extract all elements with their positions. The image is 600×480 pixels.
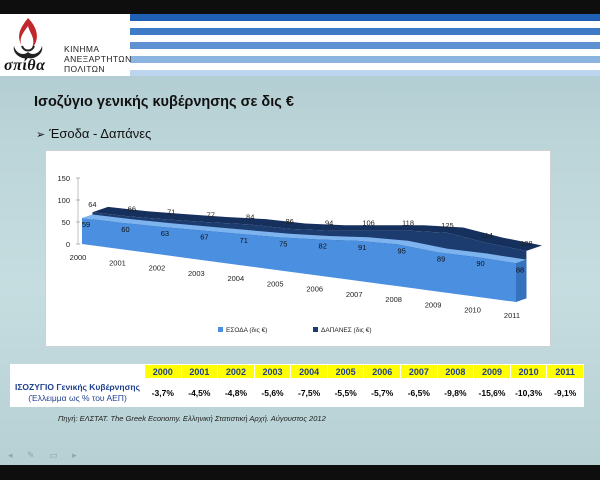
x-tick-label: 2010	[464, 306, 481, 315]
table-cell-value: -7,5%	[290, 378, 328, 407]
logo-subtitle-line: ΚΙΝΗΜΑ	[64, 44, 100, 54]
table-cell-value: -6,5%	[400, 378, 438, 407]
data-label-dapanes: 114	[481, 231, 493, 240]
table-row-label: ΙΣΟΖΥΓΙΟ Γενικής Κυβέρνησης (Έλλειμμα ως…	[10, 378, 145, 407]
table-header-year: 2001	[180, 364, 219, 379]
top-bar	[0, 0, 600, 14]
x-tick-label: 2001	[109, 258, 126, 267]
data-label-dapanes: 77	[207, 210, 215, 219]
x-tick-label: 2004	[227, 274, 244, 283]
source-note: Πηγή: ΕΛΣΤΑΤ. The Greek Economy. Ελληνικ…	[58, 414, 326, 423]
y-tick-label: 0	[66, 240, 70, 249]
table-header-row: 2000 2001 2002 2003 2004 2005 2006 2007 2008 2009…	[10, 364, 584, 379]
table-cell-value: -10,3%	[509, 378, 548, 407]
chart-container: 150 100 50 0 64 66 71 77 84 86 94 106 118 125 114 108 59…	[45, 150, 551, 347]
data-label-esoda: 89	[437, 254, 445, 263]
table-header-year: 2000	[144, 364, 182, 379]
logo-subtitle-line: ΑΝΕΞΑΡΤΗΤΩΝ	[64, 54, 132, 64]
logo-subtitle: ΚΙΝΗΜΑ ΑΝΕΞΑΡΤΗΤΩΝ ΠΟΛΙΤΩΝ	[64, 44, 132, 74]
data-label-dapanes: 84	[246, 213, 254, 222]
table-cell-value: -4,5%	[180, 378, 219, 407]
table-cell-value: -5,7%	[363, 378, 402, 407]
bullet-item: ➢ Έσοδα - Δαπάνες	[36, 126, 151, 141]
y-tick-label: 150	[57, 174, 70, 183]
data-label-esoda: 71	[240, 236, 248, 245]
slide-title: Ισοζύγιο γενικής κυβέρνησης σε δις €	[34, 94, 294, 110]
table-cell-value: -5,6%	[253, 378, 292, 407]
data-label-dapanes: 118	[402, 219, 414, 228]
data-label-esoda: 60	[121, 225, 129, 234]
series-side-face-esoda	[516, 259, 527, 302]
data-label-esoda: 88	[516, 265, 524, 274]
x-tick-label: 2011	[504, 311, 520, 320]
data-label-dapanes: 71	[167, 208, 175, 217]
table-cell-value: -9,1%	[546, 378, 584, 407]
table-header-year: 2011	[546, 364, 584, 379]
data-label-esoda: 82	[319, 242, 327, 251]
data-label-esoda: 63	[161, 229, 169, 238]
row-label-title: ΙΣΟΖΥΓΙΟ Γενικής Κυβέρνησης	[14, 381, 141, 392]
data-label-dapanes: 125	[441, 221, 454, 230]
slide-nav-icons[interactable]: ◂ ✎ ▭ ▸	[8, 450, 83, 460]
logo-subtitle-line: ΠΟΛΙΤΩΝ	[64, 64, 105, 74]
table-header-year: 2008	[436, 364, 475, 379]
data-label-esoda: 90	[476, 259, 484, 268]
y-tick-label: 50	[62, 218, 70, 227]
arrow-bullet-icon: ➢	[36, 129, 46, 141]
table-header-year: 2007	[400, 364, 438, 379]
data-label-esoda: 75	[279, 239, 287, 248]
table-header-year: 2009	[473, 364, 511, 379]
series-top-face-dapanes	[92, 206, 543, 251]
table-row: ΙΣΟΖΥΓΙΟ Γενικής Κυβέρνησης (Έλλειμμα ως…	[10, 378, 584, 407]
x-tick-label: 2005	[267, 279, 284, 288]
data-label-dapanes: 86	[286, 217, 294, 226]
balance-table: 2000 2001 2002 2003 2004 2005 2006 2007 2008 2009…	[10, 364, 584, 407]
legend-swatch	[313, 327, 318, 332]
table-header-year: 2005	[326, 364, 365, 379]
logo-wordmark: σπίθα	[4, 57, 46, 74]
legend-label: ΔΑΠΑΝΕΣ (δις €)	[321, 327, 372, 334]
table-header-year: 2002	[217, 364, 255, 379]
data-label-dapanes: 66	[128, 205, 136, 214]
data-label-esoda: 67	[200, 232, 208, 241]
x-tick-label: 2007	[346, 290, 363, 299]
bottom-bar	[0, 465, 600, 480]
x-tick-label: 2002	[149, 264, 166, 273]
x-tick-label: 2006	[306, 285, 323, 294]
series-top-face-esoda	[82, 214, 527, 264]
flame-logo-icon	[13, 18, 43, 59]
table-header-year: 2004	[290, 364, 328, 379]
data-label-dapanes: 64	[88, 200, 96, 209]
data-label-dapanes: 108	[520, 239, 533, 248]
table-header-blank	[10, 364, 145, 379]
table-header-year: 2003	[253, 364, 292, 379]
legend-swatch	[218, 327, 223, 332]
x-tick-label: 2009	[425, 300, 442, 309]
table-cell-value: -9,8%	[436, 378, 475, 407]
table-cell-value: -4,8%	[217, 378, 255, 407]
area-chart: 150 100 50 0 64 66 71 77 84 86 94 106 118 125 114 108 59…	[57, 174, 543, 334]
data-label-dapanes: 94	[325, 219, 333, 228]
data-label-dapanes: 106	[362, 219, 375, 228]
table-cell-value: -5,5%	[326, 378, 365, 407]
x-tick-label: 2003	[188, 269, 205, 278]
greek-flag-banner	[130, 14, 600, 76]
bullet-text: Έσοδα - Δαπάνες	[49, 126, 152, 141]
table-cell-value: -15,6%	[473, 378, 511, 407]
x-tick-label: 2000	[70, 253, 87, 262]
legend-label: ΕΣΟΔΑ (δις €)	[226, 327, 267, 334]
table-header-year: 2010	[509, 364, 548, 379]
table-header-year: 2006	[363, 364, 402, 379]
row-label-subtitle: (Έλλειμμα ως % του ΑΕΠ)	[28, 392, 127, 403]
x-tick-label: 2008	[385, 295, 402, 304]
data-label-esoda: 95	[397, 246, 405, 255]
series-area-esoda	[82, 218, 516, 302]
table-cell-value: -3,7%	[144, 378, 182, 407]
y-tick-label: 100	[57, 196, 70, 205]
data-label-esoda: 91	[358, 243, 366, 252]
data-label-esoda: 59	[82, 220, 90, 229]
